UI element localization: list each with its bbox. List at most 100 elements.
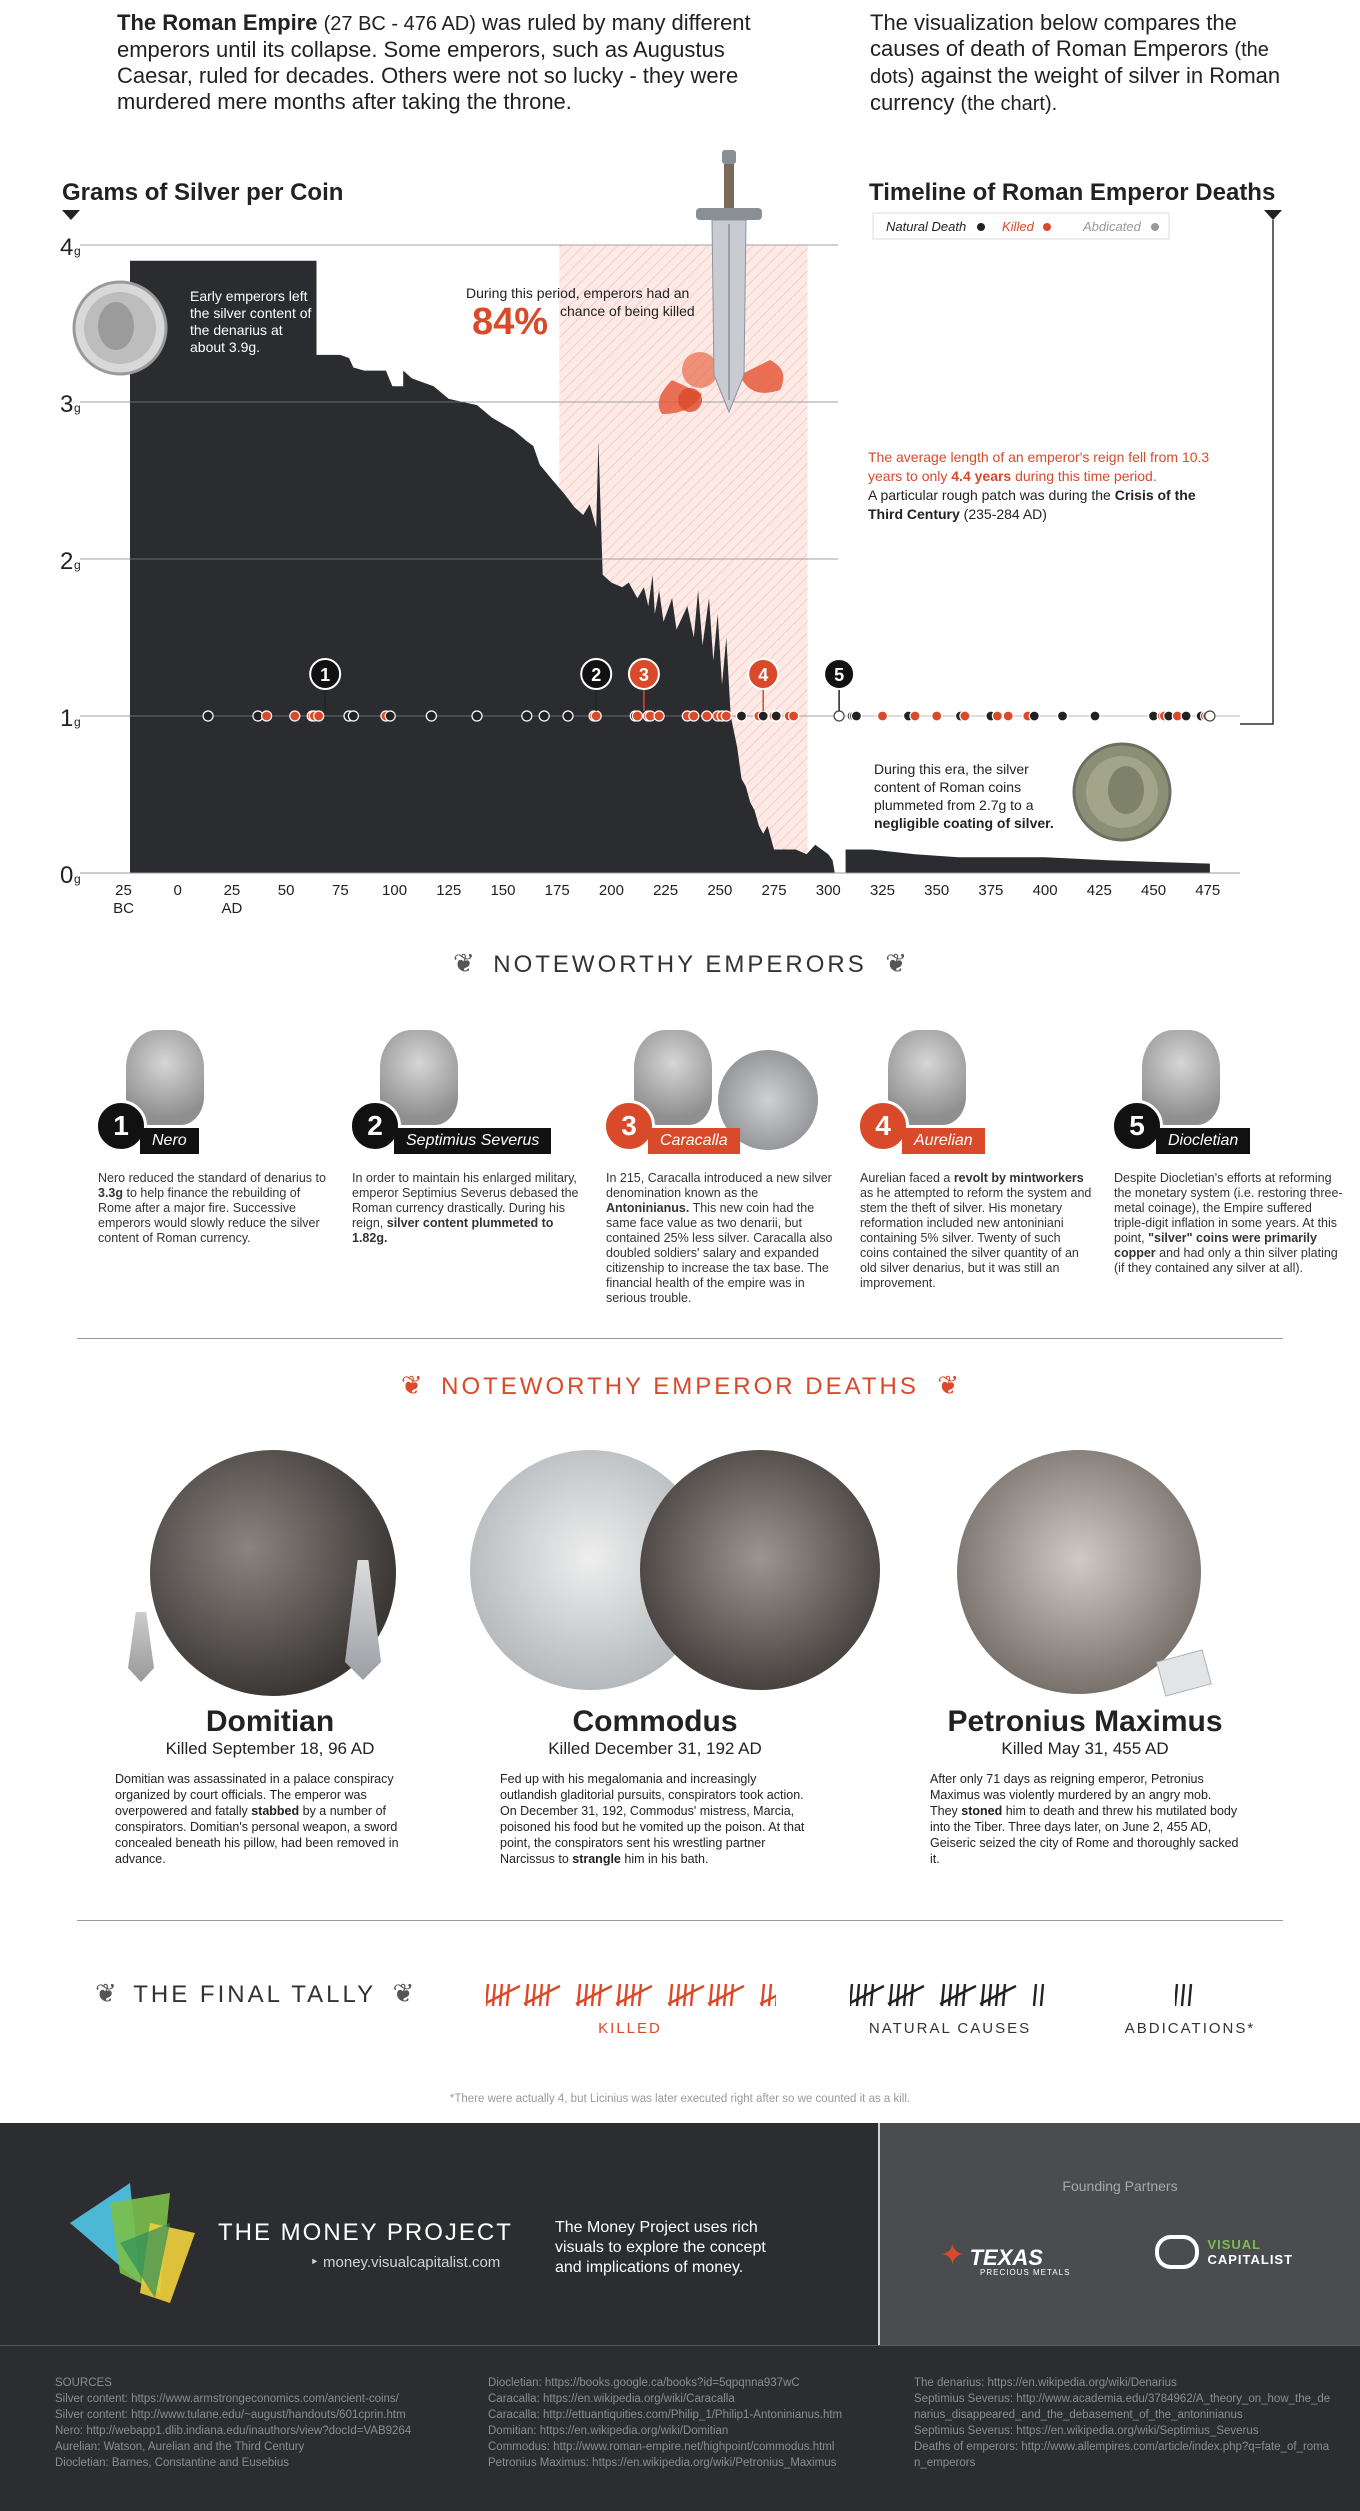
chart-title: Grams of Silver per Coin bbox=[62, 179, 343, 206]
reign-annotation: The average length of an emperor's reign… bbox=[868, 448, 1218, 524]
late-coin-image bbox=[1072, 742, 1172, 842]
death-dot-13 bbox=[521, 710, 533, 722]
death-dot-50 bbox=[1028, 710, 1040, 722]
petronius-engraving bbox=[957, 1450, 1201, 1694]
emperor-number-badge: 4 bbox=[857, 1100, 909, 1152]
source-link[interactable]: Diocletian: https://books.google.ca/book… bbox=[488, 2377, 800, 2389]
death-dot-2 bbox=[261, 710, 273, 722]
source-link[interactable]: Domitian: https://en.wikipedia.org/wiki/… bbox=[488, 2425, 729, 2437]
death-emperor-name: Petronius Maximus bbox=[947, 1705, 1223, 1738]
legend-killed-dot bbox=[1043, 223, 1051, 231]
source-link[interactable]: Diocletian: Barnes, Constantine and Euse… bbox=[55, 2457, 289, 2469]
source-link[interactable]: Commodus: http://www.roman-empire.net/hi… bbox=[488, 2441, 835, 2453]
x-tick-16: 375 bbox=[978, 882, 1003, 899]
y-tick-3: 3 bbox=[60, 391, 73, 418]
x-tick-17: 400 bbox=[1033, 882, 1058, 899]
emperor-card-4: 4 Aurelian Aurelian faced a revolt by mint… bbox=[852, 1025, 1092, 1315]
death-dot-40 bbox=[876, 710, 889, 722]
death-dot-42 bbox=[909, 710, 921, 722]
sources-col-1: Silver content: https://www.armstrongeco… bbox=[55, 2391, 455, 2471]
source-link[interactable]: Silver content: http://www.tulane.edu/~a… bbox=[55, 2409, 406, 2421]
emperor-description: In 215, Caracalla introduced a new silve… bbox=[606, 1171, 838, 1306]
tally-slash bbox=[707, 1984, 745, 2006]
legend-abdicated-dot bbox=[1151, 223, 1159, 231]
tally-mark bbox=[947, 1983, 953, 2007]
tally-mark bbox=[1187, 1983, 1193, 2007]
tally-slash bbox=[850, 1984, 885, 2005]
death-dot-45 bbox=[959, 710, 971, 722]
tally-slash bbox=[575, 1984, 613, 2006]
emperor-card-3: 3 Caracalla In 215, Caracalla introduced a… bbox=[598, 1025, 838, 1315]
death-text-bold: stabbed bbox=[251, 1804, 300, 1818]
dagger-icon bbox=[128, 1612, 154, 1682]
emperor-card-5: 5 Diocletian Despite Diocletian's efforts … bbox=[1106, 1025, 1346, 1315]
divider-2 bbox=[77, 1920, 1283, 1921]
marker-circle-2 bbox=[580, 658, 613, 690]
source-link[interactable]: Aurelian: Watson, Aurelian and the Third… bbox=[55, 2441, 305, 2453]
emperor-number-badge: 5 bbox=[1111, 1100, 1163, 1152]
y-tick-unit-3: g bbox=[74, 401, 81, 415]
source-link[interactable]: Septimius Severus: http://www.academia.e… bbox=[914, 2393, 1331, 2421]
emperor-text-part: Nero reduced the standard of denarius to bbox=[98, 1171, 326, 1185]
partner-vc-b: CAPITALIST bbox=[1207, 2252, 1294, 2267]
emperor-name-tag: Caracalla bbox=[648, 1128, 740, 1154]
crisis-name: Crisis of the Third Century bbox=[868, 487, 1196, 522]
tally-killed-marks bbox=[486, 1983, 776, 2007]
footer-url-wrap[interactable]: ‣ money.visualcapitalist.com bbox=[310, 2253, 500, 2271]
x-tick-2: 25 bbox=[224, 882, 241, 899]
death-dot-36 bbox=[833, 710, 845, 722]
source-link[interactable]: Deaths of emperors: http://www.allempire… bbox=[914, 2441, 1330, 2469]
source-link[interactable]: Silver content: https://www.armstrongeco… bbox=[55, 2393, 399, 2405]
partners-title: Founding Partners bbox=[1062, 2178, 1178, 2194]
tally-mark bbox=[689, 1983, 695, 2007]
texas-precious-metals-logo[interactable]: ✦ TEXAS PRECIOUS METALS bbox=[940, 2238, 1069, 2277]
laurel-right-red-icon: ❦ bbox=[937, 1370, 960, 1400]
death-description: Fed up with his megalomania and increasi… bbox=[500, 1771, 810, 1867]
death-card-1: Commodus Killed December 31, 192 AD Fed up… bbox=[500, 1705, 810, 1867]
y-tick-unit-1: g bbox=[74, 715, 81, 729]
emperor-text-bold: revolt by mintworkers bbox=[953, 1171, 1084, 1185]
source-link[interactable]: Caracalla: https://en.wikipedia.org/wiki… bbox=[488, 2393, 735, 2405]
death-text-part: him in his bath. bbox=[620, 1852, 709, 1866]
sources-col-3: The denarius: https://en.wikipedia.org/w… bbox=[914, 2375, 1334, 2471]
footer-url[interactable]: money.visualcapitalist.com bbox=[323, 2254, 501, 2271]
death-dot-25 bbox=[701, 710, 713, 722]
tally-laurel-right-icon: ❦ bbox=[392, 1978, 415, 2008]
marker-number-3: 3 bbox=[639, 665, 649, 685]
tally-laurel-left-icon: ❦ bbox=[95, 1978, 117, 2008]
tally-mark bbox=[597, 1983, 603, 2007]
emperor-name-tag: Aurelian bbox=[902, 1128, 985, 1154]
source-link[interactable]: Caracalla: http://ettuantiquities.com/Ph… bbox=[488, 2409, 843, 2421]
tally-mark bbox=[855, 1983, 861, 2007]
tally-slash bbox=[523, 1984, 561, 2006]
tally-mark bbox=[1001, 1983, 1007, 2007]
footer-url-arrow-icon: ‣ bbox=[310, 2254, 324, 2271]
source-link[interactable]: Nero: http://webapp1.dlib.indiana.edu/in… bbox=[55, 2425, 412, 2437]
marker-circle-5 bbox=[823, 658, 856, 690]
source-link[interactable]: Petronius Maximus: https://en.wikipedia.… bbox=[488, 2457, 837, 2469]
source-link[interactable]: The denarius: https://en.wikipedia.org/w… bbox=[914, 2377, 1177, 2389]
intro-right-paren2: (the chart). bbox=[960, 93, 1058, 115]
intro-title: The Roman Empire bbox=[117, 10, 318, 35]
tally-killed-label: KILLED bbox=[598, 2020, 662, 2037]
era-annotation: During this era, the silver content of R… bbox=[874, 760, 1074, 832]
death-dot-48 bbox=[1002, 710, 1014, 722]
augustus-coin-image bbox=[72, 280, 168, 376]
death-description: Domitian was assassinated in a palace co… bbox=[115, 1771, 425, 1867]
tally-slash bbox=[887, 1984, 925, 2006]
death-dot-24 bbox=[688, 710, 700, 722]
tally-mark bbox=[869, 1983, 875, 2007]
emperor-text-part: Despite Diocletian's efforts at reformin… bbox=[1114, 1171, 1343, 1245]
emperor-description: Despite Diocletian's efforts at reformin… bbox=[1114, 1171, 1346, 1276]
tally-mark bbox=[583, 1983, 589, 2007]
tally-mark bbox=[637, 1983, 643, 2007]
tally-mark bbox=[1032, 1983, 1038, 2007]
tally-mark bbox=[715, 1983, 721, 2007]
x-tick-13: 300 bbox=[816, 882, 841, 899]
emperor-text-part: This new coin had the same face value as… bbox=[606, 1201, 833, 1305]
source-link[interactable]: Septimius Severus: https://en.wikipedia.… bbox=[914, 2425, 1259, 2437]
timeline-title-arrow bbox=[1264, 210, 1282, 220]
laurel-left-red-icon: ❦ bbox=[400, 1370, 423, 1400]
visual-capitalist-logo[interactable]: VISUAL CAPITALIST bbox=[1155, 2235, 1293, 2269]
tally-abdication-marks bbox=[1175, 1983, 1193, 2007]
